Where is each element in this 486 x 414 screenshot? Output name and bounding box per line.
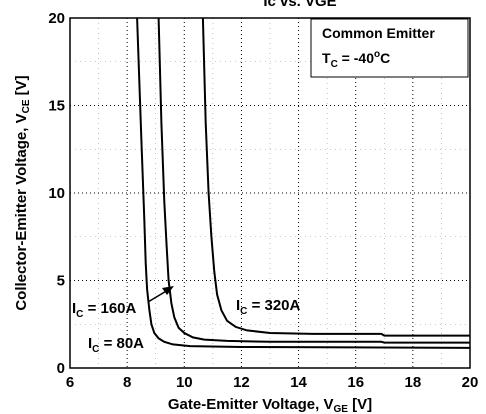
legend-line2: TC = -40oC <box>322 49 390 70</box>
y-axis-ticks: 0 5 10 15 20 <box>48 10 65 377</box>
legend-tc-prefix: T <box>322 50 331 66</box>
x-tick-label: 8 <box>123 374 131 391</box>
y-axis-label: Collector-Emitter Voltage, VCE [V] <box>13 75 32 310</box>
x-tick-label: 14 <box>290 374 307 391</box>
y-tick-label: 0 <box>57 360 65 377</box>
x-tick-label: 10 <box>176 374 193 391</box>
annotation-320a: IC = 320A <box>236 297 301 317</box>
legend-tc-sup: o <box>374 49 380 60</box>
x-tick-label: 18 <box>405 374 422 391</box>
plot-frame <box>69 17 471 369</box>
annotation-80a: IC = 80A <box>88 335 144 355</box>
x-tick-label: 20 <box>462 374 479 391</box>
series-line-0 <box>136 17 471 349</box>
x-tick-label: 6 <box>66 374 74 391</box>
y-tick-label: 20 <box>48 10 65 27</box>
x-tick-label: 12 <box>233 374 250 391</box>
legend-tc-unit: C <box>380 50 390 66</box>
legend: Common Emitter TC = -40oC <box>310 18 469 78</box>
x-tick-label: 16 <box>347 374 364 391</box>
legend-tc-sub: C <box>331 59 338 70</box>
y-tick-label: 15 <box>48 98 65 115</box>
series-line-1 <box>157 17 470 344</box>
curves <box>136 17 471 349</box>
legend-line1: Common Emitter <box>322 25 435 41</box>
grid <box>70 18 470 368</box>
x-axis-ticks: 6 8 10 12 14 16 18 20 <box>66 374 479 391</box>
y-tick-label: 5 <box>57 273 65 290</box>
chart-title-fragment: Ic vs. VGE <box>263 0 336 10</box>
legend-tc-eq: = -40 <box>338 50 374 66</box>
legend-box <box>310 18 469 78</box>
annotation-arrow <box>147 286 174 303</box>
series-line-2 <box>201 17 470 337</box>
annotation-160a: IC = 160A <box>72 300 137 320</box>
y-tick-label: 10 <box>48 185 65 202</box>
x-axis-label: Gate-Emitter Voltage, VGE [V] <box>168 396 372 414</box>
